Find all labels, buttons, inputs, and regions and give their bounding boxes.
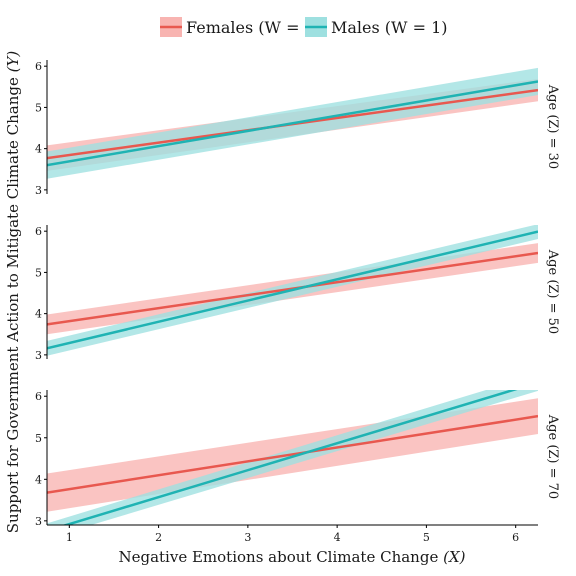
- y-tick-label-6-age-70: 6: [35, 390, 42, 403]
- x-tick-label-3: 3: [244, 531, 251, 544]
- y-axis-title: Support for Government Action to Mitigat…: [4, 51, 22, 534]
- legend-item-females[interactable]: Females (W = 0): [160, 17, 321, 37]
- x-tick-label-1: 1: [66, 531, 73, 544]
- fit-line-males-age-30: [47, 80, 538, 167]
- panel-age-50: 3 4 5 6 Age (Z) = 50: [35, 225, 560, 362]
- y-tick-label-4-age-50: 4: [35, 308, 42, 321]
- y-tick-label-6-age-50: 6: [35, 225, 42, 238]
- y-tick-label-3-age-70: 3: [35, 515, 42, 528]
- x-tick-label-4: 4: [334, 531, 341, 544]
- fit-line-females-age-70: [47, 414, 538, 494]
- x-tick-label-6: 6: [512, 531, 519, 544]
- legend-item-males[interactable]: Males (W = 1): [305, 17, 448, 37]
- legend-label-males: Males (W = 1): [331, 18, 448, 37]
- y-tick-label-3-age-30: 3: [35, 184, 42, 197]
- y-tick-label-6-age-30: 6: [35, 60, 42, 73]
- y-axis-title-symbol: (Y): [4, 51, 22, 73]
- fit-line-males-age-70: [61, 390, 518, 525]
- y-tick-label-3-age-50: 3: [35, 349, 42, 362]
- x-axis-title: Negative Emotions about Climate Change (…: [118, 548, 465, 566]
- panel-label-age-50: Age (Z) = 50: [545, 249, 560, 334]
- y-tick-label-5-age-50: 5: [35, 266, 42, 279]
- x-axis: 1 2 3 4 5 6: [47, 524, 538, 544]
- y-tick-label-5-age-70: 5: [35, 432, 42, 445]
- panel-label-age-70: Age (Z) = 70: [545, 414, 560, 499]
- fit-line-males-age-50: [47, 230, 538, 350]
- x-tick-label-2: 2: [155, 531, 162, 544]
- panel-age-70: 3 4 5 6 Age (Z) = 70: [35, 390, 560, 528]
- y-tick-label-4-age-30: 4: [35, 143, 42, 156]
- x-tick-label-5: 5: [423, 531, 430, 544]
- panel-label-age-30: Age (Z) = 30: [545, 84, 560, 169]
- x-axis-title-text: Negative Emotions about Climate Change: [118, 548, 438, 566]
- legend: Females (W = 0) Males (W = 1): [160, 17, 448, 37]
- y-tick-label-5-age-30: 5: [35, 101, 42, 114]
- panel-age-30: 3 4 5 6 Age (Z) = 30: [35, 60, 560, 197]
- x-axis-title-symbol: (X): [443, 548, 466, 566]
- legend-label-females: Females (W = 0): [186, 18, 321, 37]
- y-axis-title-text: Support for Government Action to Mitigat…: [4, 77, 22, 533]
- y-tick-label-4-age-70: 4: [35, 473, 42, 486]
